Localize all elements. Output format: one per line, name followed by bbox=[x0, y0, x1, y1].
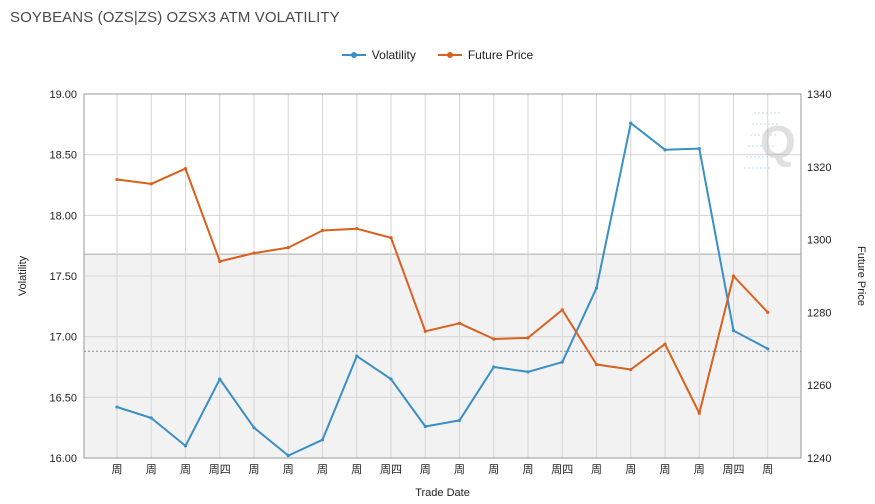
series-line-volatility bbox=[116, 122, 769, 457]
data-point-future-price bbox=[355, 227, 359, 231]
watermark-logo: Q bbox=[744, 112, 796, 169]
data-point-future-price bbox=[320, 228, 325, 233]
y-left-tick-label: 17.00 bbox=[49, 332, 77, 344]
plot-area-border bbox=[83, 93, 802, 459]
data-point-future-price bbox=[389, 236, 393, 240]
data-point-volatility bbox=[457, 418, 462, 422]
data-point-future-price bbox=[697, 411, 701, 415]
y-left-tick-label: 18.50 bbox=[49, 150, 77, 162]
y-right-tick-label: 1260 bbox=[807, 380, 831, 392]
data-point-volatility bbox=[149, 416, 153, 420]
data-point-volatility bbox=[560, 360, 564, 364]
data-point-future-price bbox=[423, 329, 427, 333]
legend-swatch-volatility bbox=[341, 52, 366, 58]
x-tick-label: 周 bbox=[660, 463, 671, 476]
data-point-future-price bbox=[183, 167, 188, 171]
data-point-future-price bbox=[731, 274, 736, 278]
legend-item-volatility[interactable]: Volatility bbox=[341, 48, 416, 62]
data-point-future-price bbox=[629, 367, 633, 372]
legend-swatch-future-price bbox=[437, 52, 462, 58]
y-left-tick-label: 17.50 bbox=[49, 271, 77, 283]
data-point-future-price bbox=[492, 337, 496, 341]
legend-label-volatility: Volatility bbox=[371, 48, 416, 62]
x-tick-label: 周四 bbox=[380, 463, 402, 476]
y-right-tick-label: 1340 bbox=[807, 89, 831, 101]
x-tick-label: 周 bbox=[488, 463, 499, 476]
data-point-volatility bbox=[766, 347, 770, 351]
x-tick-label: 周 bbox=[112, 463, 123, 476]
y-right-tick-label: 1300 bbox=[807, 235, 831, 247]
chart-title: SOYBEANS (OZS|ZS) OZSX3 ATM VOLATILITY bbox=[10, 9, 340, 26]
y-left-tick-label: 16.00 bbox=[49, 453, 77, 465]
data-point-future-price bbox=[594, 362, 599, 367]
data-point-future-price bbox=[115, 177, 119, 182]
y-right-tick-label: 1240 bbox=[807, 453, 831, 465]
data-point-volatility bbox=[697, 147, 701, 151]
x-tick-label: 周 bbox=[283, 463, 294, 476]
x-tick-label: 周 bbox=[523, 463, 534, 476]
data-point-volatility bbox=[355, 354, 359, 358]
x-tick-label: 周 bbox=[180, 463, 191, 476]
x-tick-label: 周 bbox=[625, 463, 636, 476]
data-point-volatility bbox=[629, 121, 633, 125]
x-tick-label: 周 bbox=[351, 463, 362, 476]
data-point-volatility bbox=[663, 148, 667, 152]
x-tick-label: 周四 bbox=[723, 463, 745, 476]
y-right-tick-label: 1320 bbox=[807, 162, 831, 174]
x-tick-label: 周 bbox=[317, 463, 328, 476]
watermark-letter: Q bbox=[760, 116, 796, 168]
data-point-future-price bbox=[286, 246, 290, 250]
x-tick-label: 周四 bbox=[209, 463, 231, 476]
data-point-volatility bbox=[492, 365, 496, 369]
data-point-volatility bbox=[423, 424, 427, 429]
data-point-volatility bbox=[252, 426, 256, 430]
data-point-volatility bbox=[594, 286, 599, 290]
x-tick-label: 周四 bbox=[551, 463, 573, 476]
x-tick-label: 周 bbox=[454, 463, 465, 476]
x-tick-label: 周 bbox=[762, 463, 773, 476]
data-point-future-price bbox=[252, 251, 256, 255]
data-point-future-price bbox=[218, 259, 222, 264]
chart-legend: Volatility Future Price bbox=[0, 48, 875, 62]
y-left-tick-label: 16.50 bbox=[49, 392, 77, 404]
data-point-volatility bbox=[115, 405, 119, 409]
data-point-future-price bbox=[526, 336, 530, 340]
data-point-volatility bbox=[218, 377, 222, 381]
y-right-tick-label: 1280 bbox=[807, 307, 831, 319]
data-point-future-price bbox=[663, 342, 667, 346]
data-point-volatility bbox=[526, 370, 530, 374]
x-axis-title: Trade Date bbox=[415, 487, 470, 499]
data-point-volatility bbox=[183, 444, 188, 448]
data-point-future-price bbox=[457, 321, 462, 325]
x-tick-label: 周 bbox=[420, 463, 431, 476]
x-tick-label: 周 bbox=[591, 463, 602, 476]
x-tick-label: 周 bbox=[146, 463, 157, 476]
legend-item-future-price[interactable]: Future Price bbox=[437, 48, 534, 62]
y-left-tick-label: 19.00 bbox=[49, 89, 77, 101]
data-point-future-price bbox=[149, 182, 153, 186]
y-axis-title-right: Future Price bbox=[855, 246, 867, 306]
data-point-volatility bbox=[389, 377, 393, 381]
x-tick-label: 周 bbox=[249, 463, 260, 476]
shaded-band bbox=[84, 254, 801, 458]
data-point-future-price bbox=[560, 308, 564, 312]
data-point-volatility bbox=[286, 453, 290, 458]
data-point-volatility bbox=[731, 329, 736, 333]
data-point-future-price bbox=[766, 310, 770, 314]
x-tick-label: 周 bbox=[694, 463, 705, 476]
y-axis-title-left: Volatility bbox=[17, 255, 29, 296]
y-left-tick-label: 18.00 bbox=[49, 210, 77, 222]
legend-label-future-price: Future Price bbox=[467, 48, 534, 62]
data-point-volatility bbox=[320, 438, 325, 442]
series-line-future-price bbox=[116, 167, 769, 415]
